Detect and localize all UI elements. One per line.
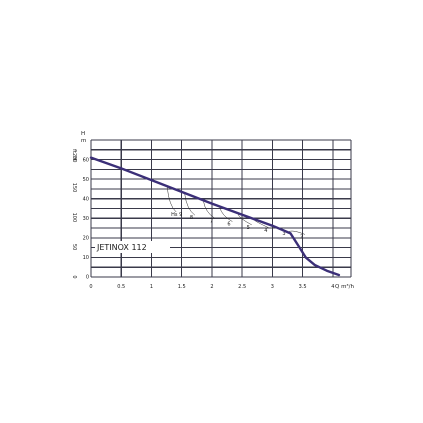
x-tick-label: 4 [331,284,334,290]
operating-point-leader [237,214,252,226]
performance-curve-line [89,156,341,277]
y-axis-ticks: 0 10 20 30 40 50 60 [83,157,89,280]
operating-point-label: 6 [227,222,230,228]
x-tick-label: 1 [150,284,153,290]
y-tick-label: 10 [83,255,89,261]
secondary-y-axis-label: H [71,156,77,160]
operating-point-label: 7 [210,218,213,224]
operating-point-label: 4 [264,228,267,234]
y-tick-label: 20 [83,236,89,242]
y-tick-label: 50 [83,177,89,183]
operating-point-leader [203,201,215,219]
x-tick-label: 0.5 [117,284,125,290]
y-tick-label: 40 [83,196,89,202]
x-tick-label: 3.5 [299,284,307,290]
model-label-box [95,241,170,253]
performance-curve [89,156,341,277]
operating-point-label: 8 [190,215,193,221]
secondary-y-tick-label: 0 [71,275,77,278]
grid [90,139,352,278]
x-tick-label: 3 [271,284,274,290]
secondary-y-tick-label: 200 [71,153,77,163]
operating-point-leader [184,194,196,216]
secondary-y-axis-unit: ft [71,149,77,154]
operating-point-label: 2 [300,234,303,240]
secondary-y-axis-ticks: 0 50 100 150 200 [71,153,77,279]
secondary-y-tick-label: 100 [71,213,77,223]
y-tick-label: 60 [83,157,89,163]
operating-point-label: 3 [282,231,285,237]
operating-point-leader [219,207,233,222]
x-tick-label: 2.5 [238,284,246,290]
x-tick-label: 1.5 [178,284,186,290]
x-tick-label: 0 [89,284,92,290]
operating-point-label: Hs 9 [171,212,182,218]
x-tick-label: 2 [210,284,213,290]
secondary-y-tick-label: 50 [71,244,77,250]
secondary-y-tick-label: 150 [71,183,77,193]
y-tick-label: 0 [86,275,89,281]
model-label: JETINOX 112 [96,243,147,252]
x-axis-ticks: 0 0.5 1 1.5 2 2.5 3 3.5 4 [89,284,334,290]
operating-point-label: 5 [247,225,250,231]
y-axis-unit: m [81,138,86,144]
x-axis-unit: Q m³/h [335,283,354,290]
operating-point-leader [166,187,177,213]
y-tick-label: 30 [83,216,89,222]
y-axis-label: H [81,131,85,137]
